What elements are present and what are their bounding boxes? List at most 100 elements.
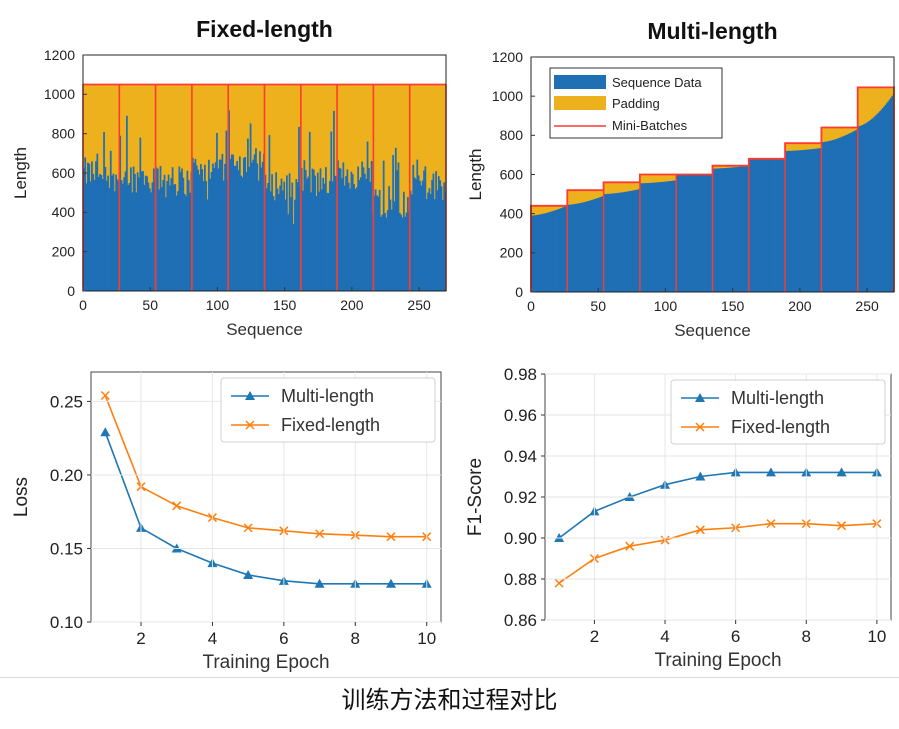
sequence-bar <box>312 169 315 291</box>
sequence-bar <box>126 115 128 291</box>
sequence-bar <box>214 162 217 291</box>
y-tick-label: 1000 <box>492 88 523 104</box>
sequence-bar <box>668 181 670 292</box>
sequence-bar <box>707 174 709 292</box>
x-tick-label: 6 <box>279 629 288 648</box>
sequence-bar <box>684 174 687 292</box>
x-tick-label: 200 <box>788 298 812 314</box>
sequence-bar <box>798 150 801 292</box>
sequence-bar <box>165 197 167 291</box>
sequence-bar <box>284 199 287 291</box>
sequence-bar <box>591 199 594 292</box>
sequence-bar <box>123 177 126 291</box>
sequence-bar <box>717 168 720 292</box>
sequence-bar <box>818 148 821 292</box>
sequence-bar <box>578 203 580 292</box>
sequence-bar <box>637 189 639 292</box>
sequence-bar <box>260 167 263 291</box>
sequence-bar <box>130 167 132 291</box>
sequence-bar <box>888 99 891 292</box>
sequence-bar <box>251 162 253 291</box>
sequence-bar <box>830 140 833 292</box>
sequence-bar <box>166 181 169 291</box>
sequence-bar <box>218 159 221 291</box>
sequence-bar <box>443 182 446 291</box>
sequence-bar <box>576 203 579 292</box>
sequence-bar <box>781 158 783 292</box>
sequence-bar <box>171 167 174 291</box>
sequence-bar <box>427 192 429 291</box>
sequence-bar <box>723 168 725 292</box>
data-point-fixed-length <box>243 523 253 533</box>
sequence-bar <box>610 193 613 292</box>
sequence-bar <box>608 193 611 292</box>
sequence-bar <box>197 169 200 291</box>
sequence-bar <box>398 212 401 291</box>
sequence-bar <box>600 196 603 292</box>
sequence-bar <box>189 192 191 291</box>
chart-title: Fixed-length <box>196 16 333 42</box>
sequence-bar <box>665 181 668 292</box>
sequence-bar <box>366 141 369 291</box>
sequence-bar <box>213 168 216 291</box>
sequence-bar <box>869 119 872 292</box>
sequence-bar <box>618 192 621 292</box>
sequence-bar <box>666 181 669 292</box>
sequence-bar <box>363 173 366 291</box>
sequence-bar <box>532 215 535 292</box>
legend-swatch-padding <box>554 96 606 110</box>
sequence-bar <box>642 183 645 292</box>
sequence-bar <box>322 177 325 291</box>
legend-label-multi-length: Multi-length <box>731 388 824 408</box>
data-point-fixed-length <box>695 525 705 535</box>
sequence-bar <box>555 210 557 292</box>
sequence-bar <box>355 187 358 291</box>
sequence-bar <box>681 174 684 292</box>
sequence-bar <box>750 158 752 292</box>
sequence-bar <box>182 177 185 291</box>
sequence-bar <box>346 169 349 291</box>
sequence-bar <box>307 176 310 291</box>
chart-fixed-length-axes: 0 200 400 600 800 1000 1200 0 50 100 150 200 250 Sequ… <box>11 16 431 339</box>
sequence-bar <box>241 177 244 291</box>
sequence-bar <box>712 168 715 292</box>
sequence-bar <box>236 161 239 291</box>
sequence-bar <box>242 157 245 291</box>
sequence-bar <box>212 163 214 291</box>
sequence-bar <box>563 206 566 292</box>
sequence-bar <box>872 117 875 292</box>
sequence-bar <box>209 178 212 291</box>
sequence-bar <box>160 187 163 291</box>
sequence-bar <box>104 166 107 291</box>
sequence-bar <box>323 183 326 291</box>
sequence-bar <box>619 192 622 292</box>
data-point-multi-length <box>765 467 776 477</box>
sequence-bar <box>834 139 837 292</box>
sequence-bar <box>302 190 304 291</box>
sequence-bar <box>763 158 766 292</box>
sequence-bar <box>384 213 386 291</box>
sequence-bar <box>338 167 341 291</box>
sequence-bar <box>435 171 437 291</box>
sequence-bar <box>440 186 443 291</box>
sequence-bar <box>281 190 284 291</box>
sequence-bar <box>357 166 360 291</box>
sequence-bar <box>599 197 602 292</box>
sequence-bar <box>809 149 812 292</box>
data-point-fixed-length <box>837 521 847 531</box>
legend-label-padding: Padding <box>612 96 660 111</box>
sequence-bar <box>135 192 138 291</box>
sequence-bar <box>857 126 860 292</box>
sequence-bar <box>682 174 685 292</box>
y-axis-label: Length <box>466 149 485 201</box>
sequence-bar <box>377 196 380 291</box>
sequence-bar <box>645 183 648 292</box>
sequence-bar <box>877 112 880 292</box>
sequence-bar <box>743 166 746 292</box>
sequence-bar <box>109 150 112 291</box>
sequence-bar <box>652 182 654 292</box>
legend-label-fixed-length: Fixed-length <box>281 415 380 435</box>
sequence-bar <box>177 191 179 291</box>
sequence-bar <box>846 134 849 292</box>
sequence-bar <box>441 199 444 291</box>
